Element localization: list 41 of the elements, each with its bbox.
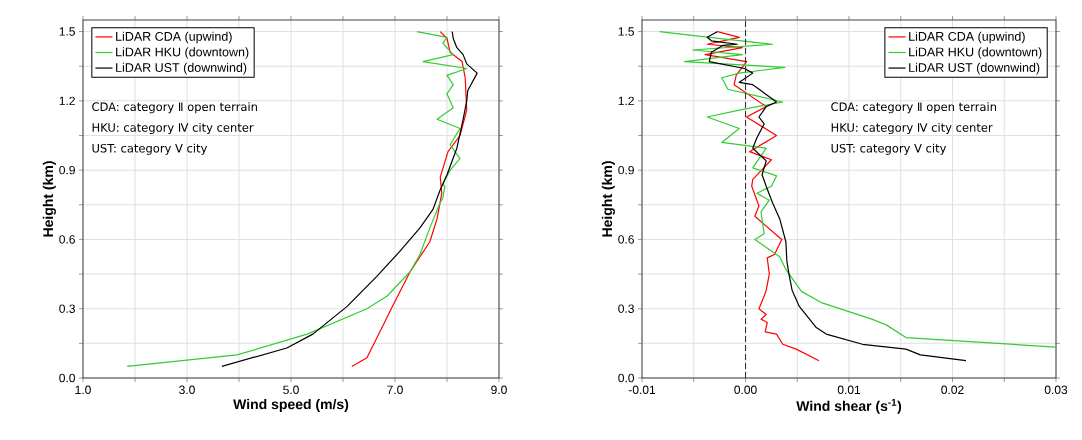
y-tick-label: 1.5 [618,27,634,36]
y-axis-title: Height (km) [601,161,615,237]
y-tick-label: 0.0 [59,373,76,383]
x-tick-label: 0.03 [1044,385,1068,395]
legend-label: LiDAR CDA (upwind) [909,31,1025,44]
y-tick-label: 0.3 [618,304,634,313]
line-series [351,30,468,368]
line-series [659,30,1056,348]
annotation: UST: category Ⅴ city [92,143,208,155]
y-tick-label: 1.2 [618,96,634,106]
annotation: HKU: category Ⅳ city center [831,122,993,135]
x-tick-label: 5.0 [283,385,299,395]
x-tick-label: 9.0 [491,385,507,395]
x-tick-label: 1.0 [75,385,91,395]
y-tick-label: 1.5 [59,27,75,36]
x-tick-label: 7.0 [387,385,403,395]
x-tick-label: 0.02 [941,385,964,395]
x-tick-label: 0.00 [734,385,757,395]
y-tick-label: 0.9 [59,165,75,175]
x-tick-label: -0.01 [628,385,656,395]
annotation: HKU: category Ⅳ city center [92,122,254,135]
y-tick-label: 0.6 [59,235,75,244]
y-tick-label: 0.6 [618,235,634,244]
y-tick-label: 1.2 [59,96,75,106]
y-axis-title: Height (km) [42,161,56,237]
legend-label: LiDAR UST (downwind) [909,62,1040,75]
x-axis-title: Wind speed (m/s) [233,398,349,412]
x-tick-label: 3.0 [179,385,195,395]
x-tick-label: 0.01 [837,385,861,395]
annotation: CDA: category Ⅱ open terrain [831,102,996,114]
line-series [704,30,820,362]
legend-label: LiDAR HKU (downtown) [909,47,1042,59]
legend-label: LiDAR HKU (downtown) [116,47,249,59]
annotation: CDA: category Ⅱ open terrain [92,102,257,114]
y-tick-label: 0.0 [618,373,635,383]
annotation: UST: category Ⅴ city [831,143,947,155]
y-tick-label: 0.9 [618,165,634,175]
legend-label: LiDAR CDA (upwind) [116,31,232,44]
legend-label: LiDAR UST (downwind) [116,62,247,75]
x-axis-title: Wind shear (s$^{-1}$) [796,398,902,414]
y-tick-label: 0.3 [59,304,75,313]
